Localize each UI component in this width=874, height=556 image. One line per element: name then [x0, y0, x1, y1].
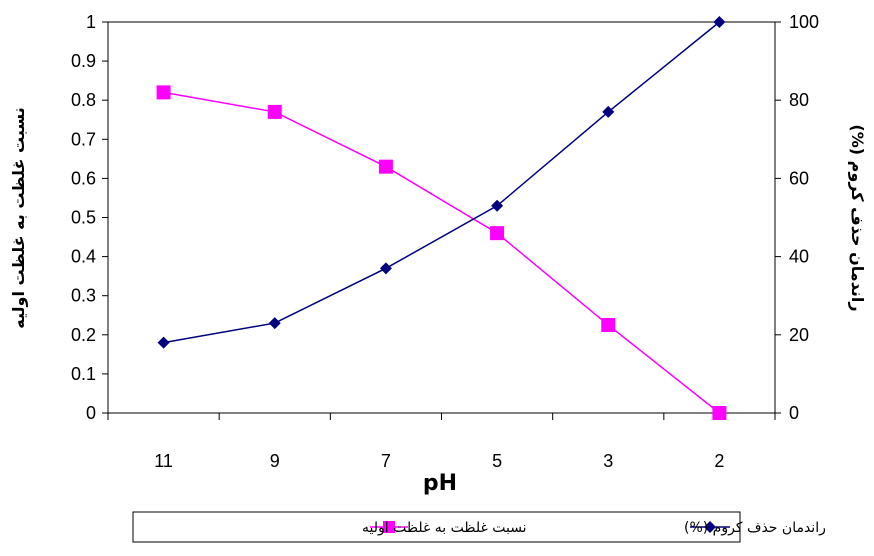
x-tick-label: 2: [714, 451, 724, 471]
legend: نسبت غلظت به غلظت اولیه راندمان حذف کروم…: [132, 511, 826, 543]
series-line: [163, 91, 720, 414]
legend-label-ratio: نسبت غلظت به غلظت اولیه: [362, 520, 527, 536]
legend-entry-ratio: نسبت غلظت به غلظت اولیه: [362, 520, 527, 536]
left-y-tick-label: 0.9: [71, 51, 96, 71]
legend-label-efficiency: راندمان حذف کروم (%): [684, 520, 826, 536]
right-y-tick-label: 20: [789, 325, 809, 345]
right-y-tick-label: 80: [789, 90, 809, 110]
data-point-square: [601, 318, 616, 333]
left-y-tick-label: 0.3: [71, 286, 96, 306]
x-tick-label: 7: [381, 451, 391, 471]
data-point-square: [490, 226, 505, 241]
left-y-tick-label: 0.4: [71, 247, 96, 267]
data-point-diamond: [602, 105, 615, 118]
series-line: [163, 21, 720, 344]
right-y-axis-label: راندمان حذف کروم (%): [848, 124, 867, 311]
x-tick-label: 5: [492, 451, 502, 471]
series-layer: [156, 16, 727, 420]
right-y-tick-label: 0: [789, 403, 799, 423]
data-point-diamond: [268, 317, 281, 330]
axes: [107, 21, 776, 414]
left-y-tick-label: 0.8: [71, 90, 96, 110]
left-y-tick-label: 1: [86, 12, 96, 32]
data-point-diamond: [491, 199, 504, 212]
left-y-tick-label: 0.1: [71, 364, 96, 384]
legend-entry-efficiency: راندمان حذف کروم (%): [684, 520, 826, 536]
left-y-axis-label: نسبت غلظت به غلظت اولیه: [9, 107, 28, 328]
left-y-tick-label: 0.7: [71, 129, 96, 149]
left-y-tick-label: 0: [86, 403, 96, 423]
legend-box: [132, 511, 741, 543]
data-point-square: [156, 85, 171, 100]
right-y-tick-label: 40: [789, 247, 809, 267]
x-ticks: 11 9 7 5 3 2: [107, 413, 776, 471]
x-tick-label: 3: [603, 451, 613, 471]
right-y-ticks: 0 20 40 60 80 100: [775, 12, 819, 423]
x-tick-label: 9: [270, 451, 280, 471]
data-point-square: [712, 406, 727, 420]
x-axis-label: pH: [423, 471, 457, 496]
left-y-ticks: 0 0.1 0.2 0.3 0.4 0.5 0.6 0.7 0.8 0.9 1: [71, 12, 108, 423]
data-point-diamond: [157, 336, 170, 349]
plot-area: [107, 21, 776, 414]
left-y-tick-label: 0.6: [71, 168, 96, 188]
data-point-diamond: [713, 16, 726, 28]
left-y-tick-label: 0.2: [71, 325, 96, 345]
data-point-square: [378, 159, 393, 174]
right-y-tick-label: 60: [789, 168, 809, 188]
series-ratio: [156, 85, 727, 420]
data-point-diamond: [379, 262, 392, 275]
series-efficiency: [157, 16, 726, 349]
right-y-tick-label: 100: [789, 12, 819, 32]
data-point-square: [267, 104, 282, 119]
left-y-tick-label: 0.5: [71, 208, 96, 228]
x-tick-label: 11: [154, 451, 173, 471]
